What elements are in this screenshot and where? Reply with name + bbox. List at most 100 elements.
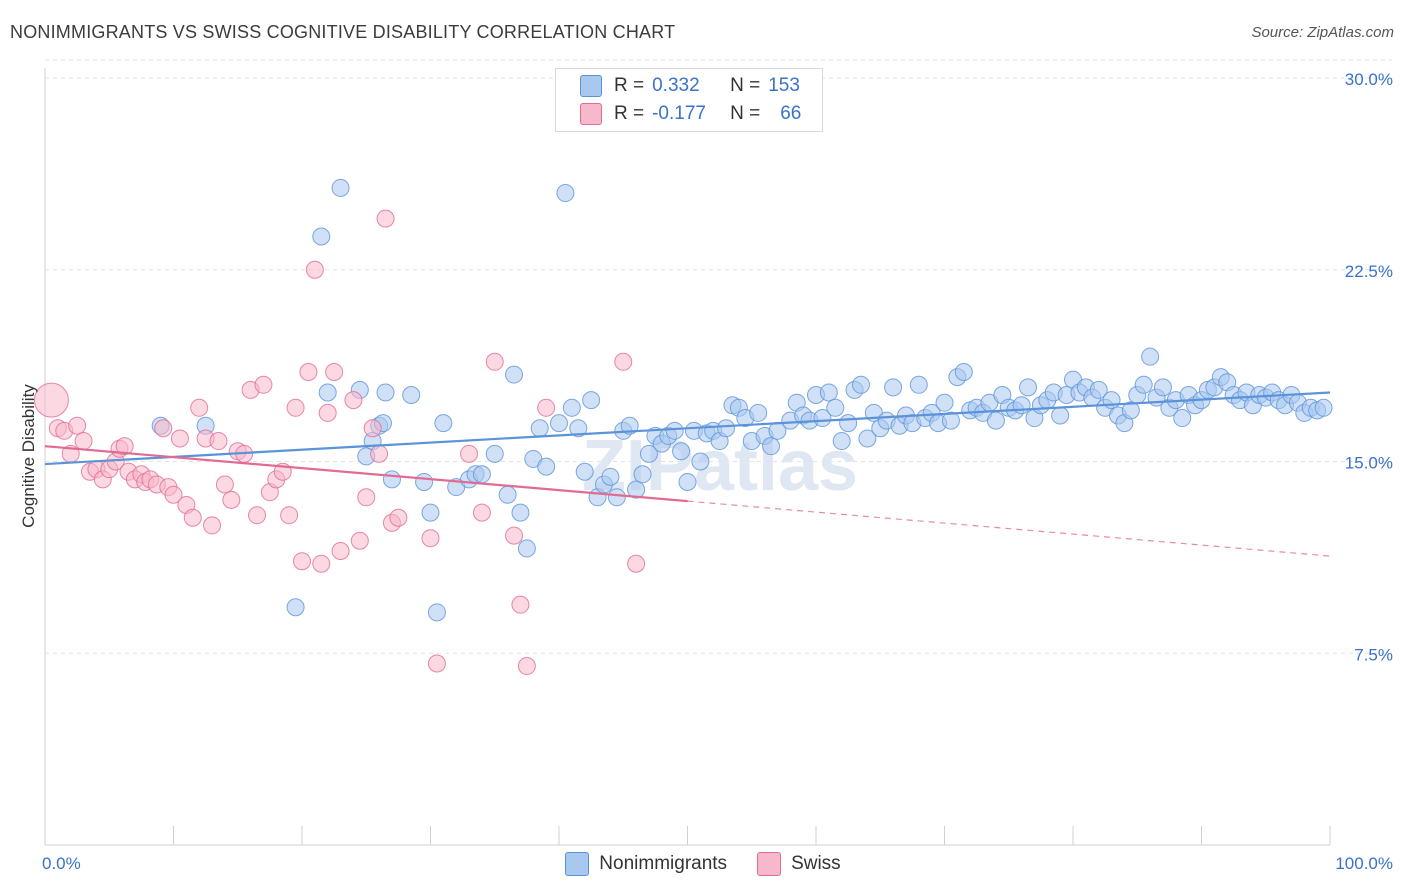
legend-swatch-nonimmigrants [580,75,602,97]
legend-r-label: R = [614,103,645,124]
point-nonimmigrants [639,444,658,463]
point-swiss [299,363,318,382]
point-nonimmigrants [511,503,530,522]
point-swiss [537,398,556,417]
point-swiss [357,488,376,507]
point-nonimmigrants [1051,406,1070,425]
point-nonimmigrants [1314,398,1333,417]
data-points [33,178,1333,676]
legend-swatch-swiss [757,852,782,876]
point-nonimmigrants [633,465,652,484]
point-swiss [293,552,311,571]
point-swiss [331,541,350,560]
legend-n-value: 153 [768,75,800,96]
point-nonimmigrants [1019,378,1038,397]
point-swiss [627,554,646,573]
point-swiss [164,485,183,504]
legend-n-value: 66 [780,103,802,124]
series-legend: Nonimmigrants Swiss [0,852,1406,876]
point-nonimmigrants [1121,401,1140,420]
tick-labels: 7.5% 15.0% 22.5% 30.0% 0.0% 100.0% [42,70,1393,873]
point-nonimmigrants [935,393,954,412]
point-swiss [472,503,491,522]
point-swiss [427,654,446,673]
point-swiss [421,529,440,548]
point-swiss [318,403,337,422]
point-swiss [363,419,382,438]
point-nonimmigrants [434,414,453,433]
chart-title: NONIMMIGRANTS VS SWISS COGNITIVE DISABIL… [10,22,676,42]
point-swiss [511,595,530,614]
point-nonimmigrants [627,480,646,499]
x-tick-label: 100.0% [1335,854,1393,873]
point-nonimmigrants [1173,409,1192,428]
point-nonimmigrants [286,598,305,617]
point-nonimmigrants [402,386,421,405]
point-nonimmigrants [954,363,973,382]
trend-line-nonimmigrants [44,391,1331,466]
point-swiss [376,209,395,228]
point-nonimmigrants [851,375,870,394]
point-swiss [505,526,524,545]
point-nonimmigrants [537,457,556,476]
point-swiss [305,260,324,279]
legend-row-swiss: R = -0.177 N = 66 [580,101,801,127]
point-nonimmigrants [762,437,781,456]
point-nonimmigrants [1102,391,1121,410]
y-tick-label: 22.5% [1345,262,1393,281]
point-nonimmigrants [382,470,401,489]
point-nonimmigrants [550,414,568,433]
point-swiss [170,429,189,448]
legend-swatch-nonimmigrants [565,852,590,876]
point-nonimmigrants [312,227,331,246]
point-nonimmigrants [813,409,832,428]
trend-line-swiss [44,445,688,503]
trend-line-extension-swiss [687,500,1331,557]
point-nonimmigrants [569,419,588,438]
legend-label-nonimmigrants: Nonimmigrants [599,853,728,874]
point-swiss [389,508,408,527]
point-nonimmigrants [1153,378,1172,397]
point-swiss [68,416,87,435]
point-nonimmigrants [884,378,903,397]
y-axis-label: Cognitive Disability [19,384,38,528]
point-nonimmigrants [376,383,395,402]
legend-swatch-swiss [580,103,602,125]
point-swiss [115,437,134,456]
point-nonimmigrants [582,391,601,410]
source-label: Source: ZipAtlas.com [1251,24,1394,41]
point-nonimmigrants [665,421,684,440]
point-swiss [33,382,69,418]
point-swiss [248,506,267,525]
point-nonimmigrants [427,603,446,622]
point-swiss [74,432,93,451]
point-nonimmigrants [530,419,549,438]
legend-n-label: N = [730,75,761,96]
point-swiss [183,508,202,527]
legend-r-label: R = [614,75,645,96]
point-nonimmigrants [909,375,928,394]
point-nonimmigrants [672,442,691,461]
point-swiss [286,398,305,417]
y-tick-label: 7.5% [1354,645,1393,664]
point-nonimmigrants [575,462,594,481]
point-swiss [370,444,389,463]
point-nonimmigrants [498,485,517,504]
point-nonimmigrants [318,383,337,402]
grid-lines [45,59,1392,654]
axes [44,68,1331,846]
point-nonimmigrants [717,419,736,438]
point-swiss [190,398,209,417]
stats-legend: R = 0.332 N = 153 R = -0.177 N = 66 [555,68,823,132]
point-swiss [215,475,234,494]
legend-item-nonimmigrants: Nonimmigrants [565,852,727,876]
point-nonimmigrants [839,414,858,433]
point-nonimmigrants [1089,380,1108,399]
y-tick-label: 15.0% [1345,454,1393,473]
point-nonimmigrants [1134,375,1153,394]
point-swiss [325,363,344,382]
point-nonimmigrants [691,452,710,471]
point-swiss [222,490,241,509]
point-nonimmigrants [601,467,620,486]
point-nonimmigrants [331,178,350,197]
